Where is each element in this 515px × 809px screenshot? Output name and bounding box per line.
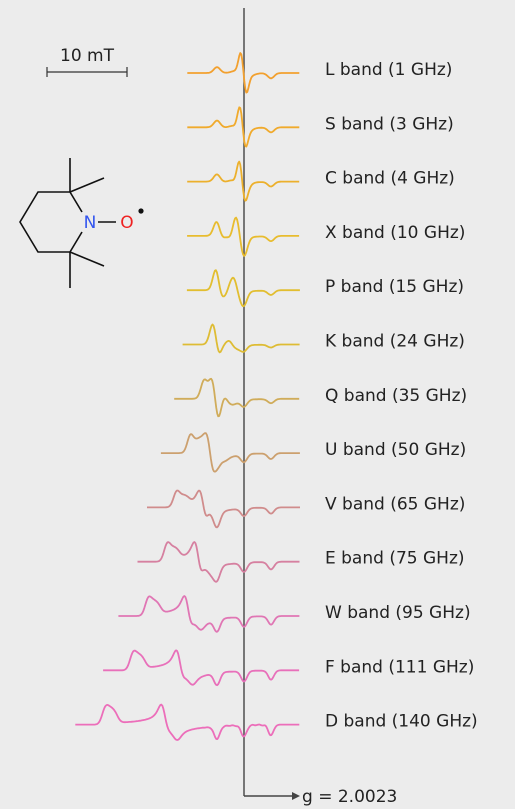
atom-label: O bbox=[120, 213, 133, 233]
spectrum bbox=[118, 595, 300, 633]
arrow-head bbox=[292, 792, 300, 800]
spectrum bbox=[187, 52, 300, 94]
spectrum bbox=[187, 160, 300, 202]
spectrum bbox=[75, 703, 300, 741]
band-label: W band (95 GHz) bbox=[325, 603, 471, 623]
band-label: F band (111 GHz) bbox=[325, 657, 474, 677]
band-label: U band (50 GHz) bbox=[325, 440, 466, 460]
band-label: K band (24 GHz) bbox=[325, 332, 465, 352]
bond bbox=[69, 177, 105, 193]
radical-dot bbox=[138, 208, 144, 214]
spectrum bbox=[147, 489, 300, 529]
atom-label: N bbox=[84, 213, 97, 233]
spectrum bbox=[187, 106, 300, 148]
band-label: D band (140 GHz) bbox=[325, 712, 478, 732]
band-label: C band (4 GHz) bbox=[325, 169, 455, 189]
band-label: V band (65 GHz) bbox=[325, 494, 465, 514]
band-label: X band (10 GHz) bbox=[325, 223, 465, 243]
band-label: P band (15 GHz) bbox=[325, 277, 464, 297]
spectrum bbox=[187, 216, 300, 257]
band-label: S band (3 GHz) bbox=[325, 114, 454, 134]
spectrum bbox=[160, 432, 300, 473]
scale-bar bbox=[46, 67, 128, 77]
spectra bbox=[75, 52, 300, 741]
band-label: E band (75 GHz) bbox=[325, 549, 465, 569]
molecule bbox=[19, 158, 116, 288]
scale-label: 10 mT bbox=[60, 46, 115, 66]
spectrum bbox=[186, 269, 300, 308]
bond bbox=[69, 251, 105, 267]
band-label: L band (1 GHz) bbox=[325, 60, 452, 80]
spectrum bbox=[137, 541, 300, 583]
spectrum bbox=[103, 649, 300, 687]
band-label: Q band (35 GHz) bbox=[325, 386, 467, 406]
spectrum bbox=[182, 323, 300, 354]
reference-label: g = 2.0023 bbox=[302, 787, 397, 807]
spectrum bbox=[174, 377, 300, 418]
